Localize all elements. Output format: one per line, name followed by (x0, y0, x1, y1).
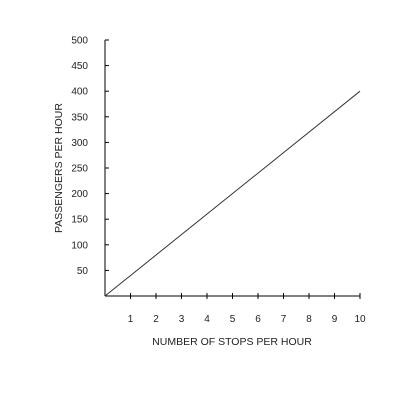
x-tick-label: 8 (306, 314, 312, 325)
y-tick-label: 400 (71, 87, 88, 98)
axes (104, 40, 360, 297)
x-tick-label: 2 (153, 314, 159, 325)
y-tick-label: 350 (71, 112, 88, 123)
y-tick-label: 50 (77, 266, 89, 277)
series-line (104, 90, 361, 297)
y-tick-label: 100 (71, 240, 88, 251)
ticks: 50 100 150 200 250 300 350 400 450 500 1 2 3 4 5 6 7 8 9 10 (71, 36, 366, 326)
y-tick-label: 200 (71, 189, 88, 200)
x-tick-label: 7 (281, 314, 287, 325)
x-tick-label: 6 (255, 314, 261, 325)
y-tick-label: 500 (71, 36, 88, 47)
x-tick-label: 3 (179, 314, 185, 325)
y-tick-label: 150 (71, 215, 88, 226)
series (104, 90, 361, 297)
y-tick-label: 450 (71, 61, 88, 72)
x-tick-label: 5 (230, 314, 236, 325)
x-tick-label: 1 (128, 314, 134, 325)
y-tick-label: 300 (71, 138, 88, 149)
y-tick-label: 250 (71, 164, 88, 175)
x-tick-label: 4 (204, 314, 210, 325)
x-tick-label: 10 (354, 314, 366, 325)
y-axis-title: PASSENGERS PER HOUR (53, 103, 65, 233)
x-tick-label: 9 (332, 314, 338, 325)
x-axis-title: NUMBER OF STOPS PER HOUR (152, 336, 312, 348)
